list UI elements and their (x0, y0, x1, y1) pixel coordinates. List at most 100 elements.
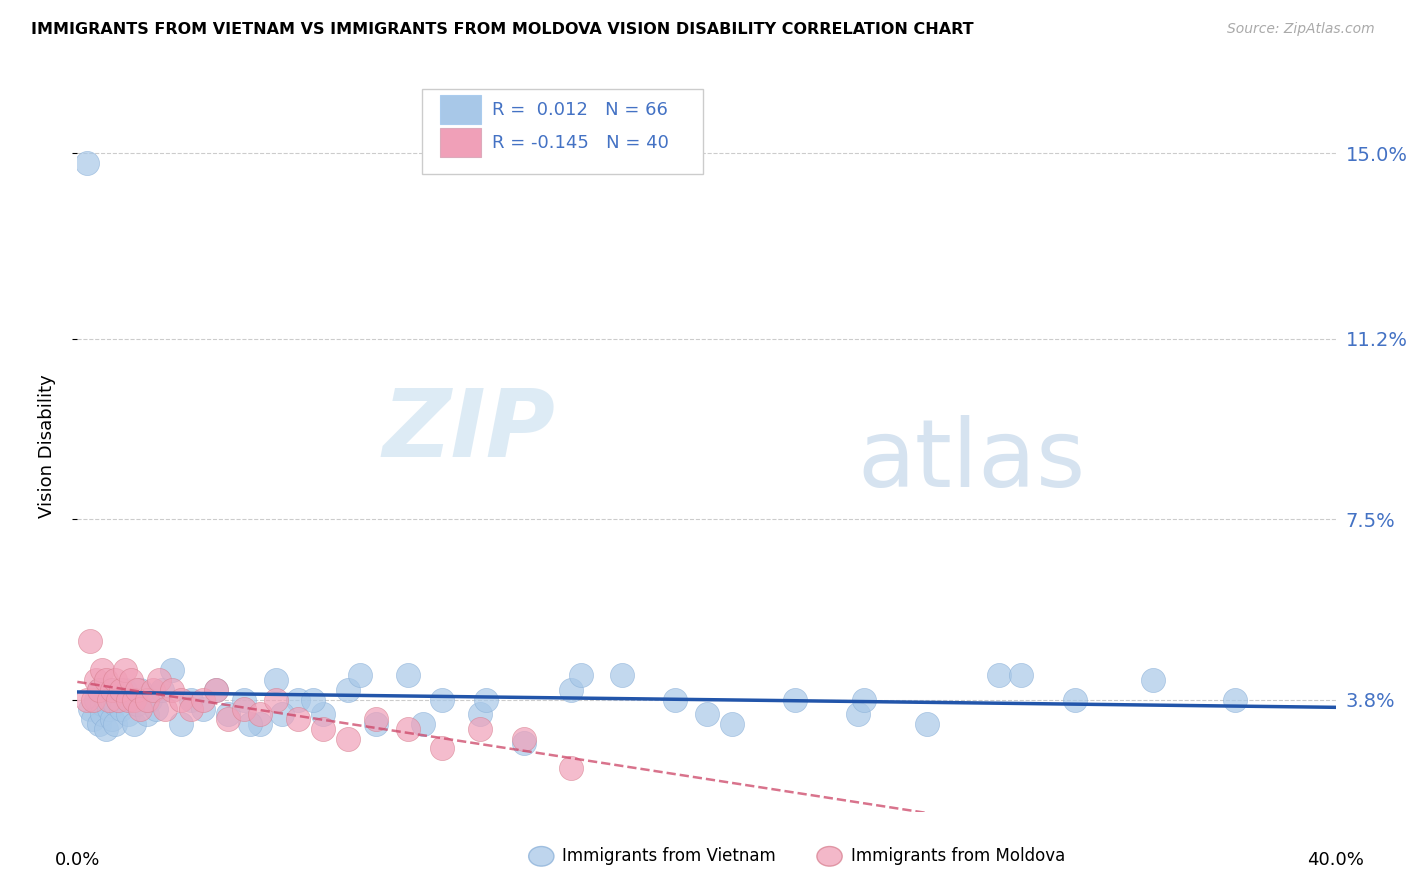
Point (101, 682, 124, 697)
Point (155, 702, 177, 716)
Point (145, 702, 167, 716)
Point (117, 692, 139, 706)
Text: R = -0.145   N = 40: R = -0.145 N = 40 (492, 134, 669, 152)
Point (122, 717, 145, 731)
Point (110, 702, 132, 716)
Point (91, 698, 114, 712)
Y-axis label: Vision Disability: Vision Disability (38, 374, 56, 518)
Point (1010, 668, 1032, 682)
Point (97, 692, 120, 706)
Point (846, 707, 869, 722)
Text: Immigrants from Vietnam: Immigrants from Vietnam (562, 847, 776, 865)
Point (468, 707, 491, 722)
Point (129, 702, 152, 716)
Point (560, 682, 582, 697)
Point (217, 712, 239, 726)
Point (84, 692, 107, 706)
Point (107, 692, 129, 706)
Point (783, 692, 806, 706)
Point (560, 761, 582, 775)
Point (513, 731, 536, 746)
Point (475, 692, 498, 706)
Point (468, 722, 491, 736)
Point (204, 682, 226, 697)
Point (114, 682, 136, 697)
Point (170, 717, 193, 731)
Text: IMMIGRANTS FROM VIETNAM VS IMMIGRANTS FROM MOLDOVA VISION DISABILITY CORRELATION: IMMIGRANTS FROM VIETNAM VS IMMIGRANTS FR… (31, 22, 973, 37)
Point (432, 692, 454, 706)
Point (412, 717, 434, 731)
Point (117, 707, 139, 722)
Point (120, 673, 142, 687)
Point (233, 702, 256, 716)
Point (349, 668, 371, 682)
Point (122, 692, 145, 706)
Point (91, 663, 114, 677)
Text: R =  0.012   N = 66: R = 0.012 N = 66 (492, 101, 668, 119)
Point (239, 717, 262, 731)
Point (270, 707, 292, 722)
Point (336, 682, 359, 697)
Point (107, 692, 129, 706)
Point (127, 682, 149, 697)
Point (180, 692, 202, 706)
Point (104, 717, 127, 731)
Point (94, 692, 117, 706)
Point (287, 692, 309, 706)
Point (366, 712, 388, 726)
Point (138, 692, 160, 706)
Point (513, 736, 536, 750)
Point (312, 707, 335, 722)
Point (160, 682, 183, 697)
Point (97, 682, 120, 697)
Point (720, 717, 742, 731)
Point (287, 712, 309, 726)
Point (114, 663, 136, 677)
Point (101, 692, 124, 706)
Point (170, 692, 193, 706)
Point (664, 692, 686, 706)
Point (249, 717, 271, 731)
Point (101, 712, 124, 726)
Point (76, 692, 98, 706)
Point (135, 707, 157, 722)
Point (142, 682, 165, 697)
Point (84, 673, 107, 687)
Point (204, 682, 226, 697)
Point (191, 702, 215, 716)
Point (217, 707, 239, 722)
Point (104, 698, 127, 712)
Point (160, 663, 183, 677)
Point (150, 682, 173, 697)
Point (79, 634, 101, 648)
Text: Immigrants from Moldova: Immigrants from Moldova (851, 847, 1064, 865)
Text: 40.0%: 40.0% (1308, 851, 1364, 869)
Point (264, 692, 287, 706)
Point (1142, 673, 1164, 687)
Point (191, 692, 215, 706)
Text: Source: ZipAtlas.com: Source: ZipAtlas.com (1227, 22, 1375, 37)
Point (135, 692, 157, 706)
Point (249, 707, 271, 722)
Point (89, 717, 111, 731)
Point (1063, 692, 1085, 706)
Point (120, 692, 142, 706)
Point (127, 698, 149, 712)
Point (82, 692, 104, 706)
Point (180, 702, 202, 716)
Text: 0.0%: 0.0% (55, 851, 100, 869)
Point (852, 692, 875, 706)
Point (1223, 692, 1246, 706)
Point (129, 682, 152, 697)
Point (104, 673, 127, 687)
Point (94, 722, 117, 736)
Point (366, 717, 388, 731)
Point (148, 673, 170, 687)
Point (89, 682, 111, 697)
Text: atlas: atlas (858, 415, 1085, 507)
Point (94, 673, 117, 687)
Point (396, 722, 419, 736)
Point (915, 717, 938, 731)
Point (336, 731, 359, 746)
Point (302, 692, 325, 706)
